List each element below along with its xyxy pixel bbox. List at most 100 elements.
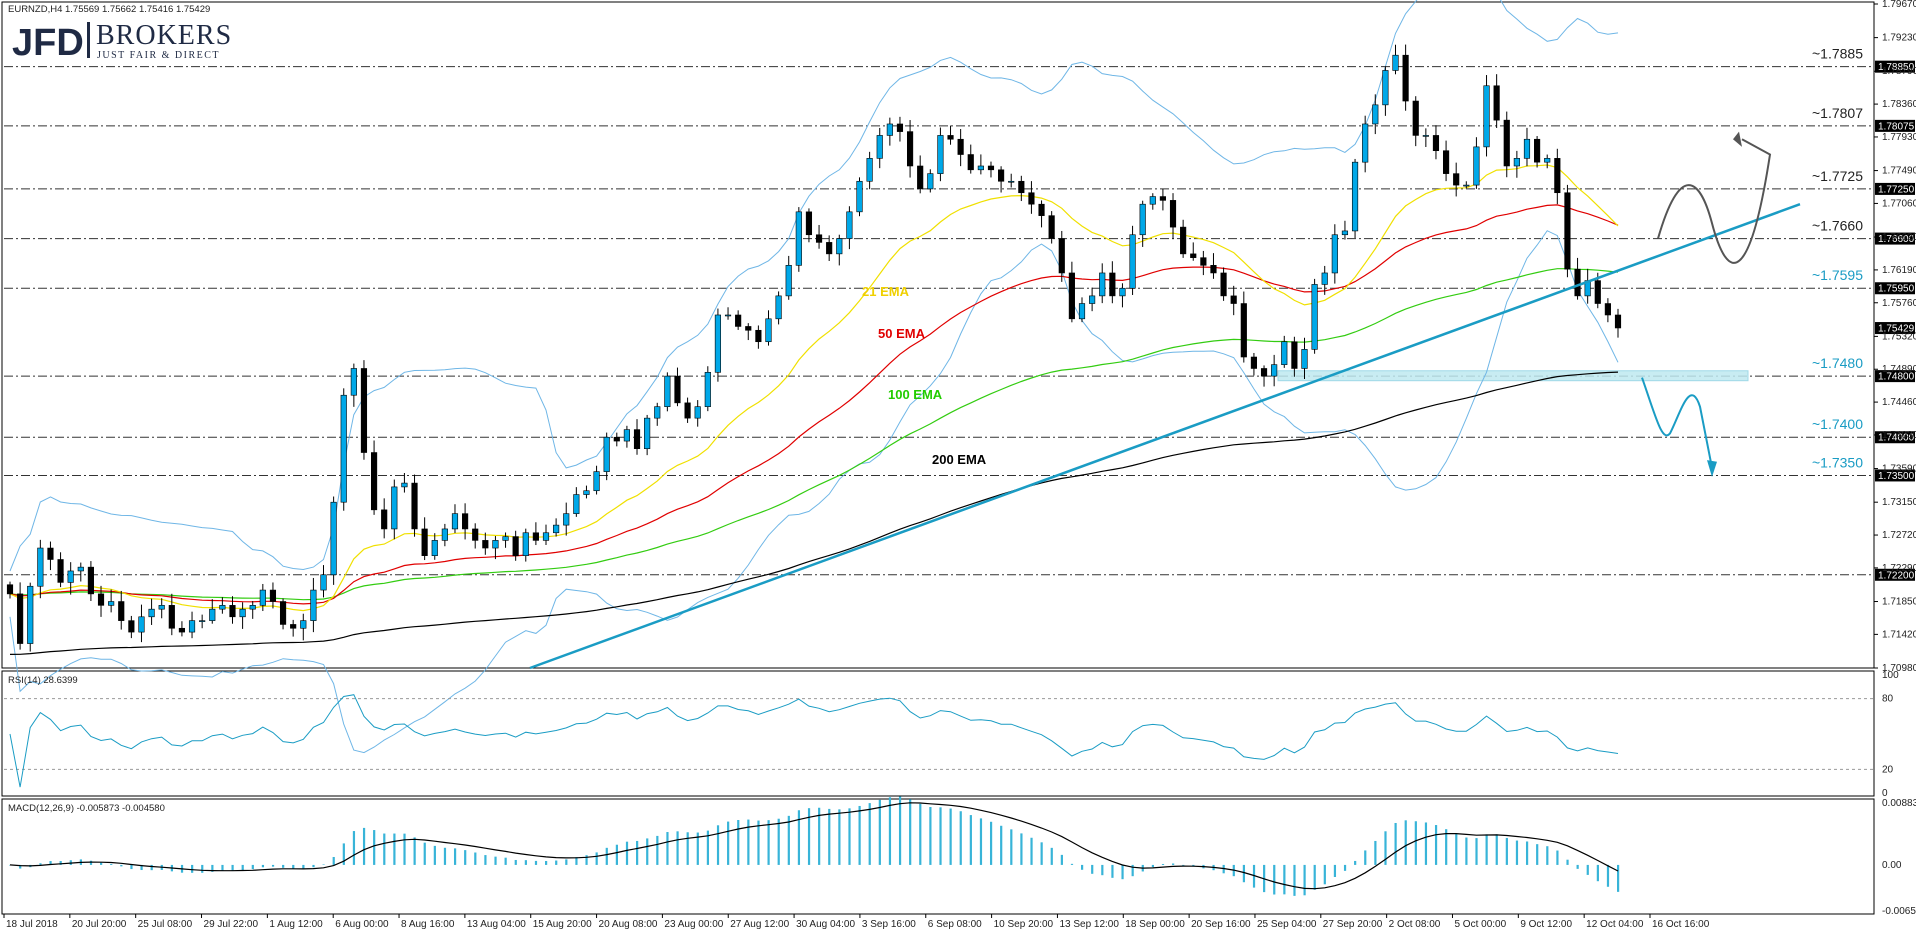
macd-histogram-bar xyxy=(898,796,902,865)
candle xyxy=(229,596,236,624)
macd-histogram-bar xyxy=(261,864,265,868)
candle xyxy=(158,598,165,619)
candle-body xyxy=(158,605,165,610)
level-label: ~1.7350 xyxy=(1812,454,1863,470)
macd-histogram-bar xyxy=(19,864,22,869)
candle-body xyxy=(542,532,550,541)
macd-histogram-bar xyxy=(1485,834,1488,865)
macd-histogram-bar xyxy=(130,864,133,870)
candle-body xyxy=(532,532,539,541)
macd-histogram-bar xyxy=(251,864,254,870)
candle-body xyxy=(441,528,448,541)
candle xyxy=(1230,285,1237,316)
candle xyxy=(613,432,620,447)
candle xyxy=(1038,200,1045,228)
ema-21-line xyxy=(9,164,1619,612)
candle-body xyxy=(1382,70,1389,106)
candle-body xyxy=(27,585,34,644)
price-tick-label: 1.77930 xyxy=(1882,132,1916,143)
price-tick-label: 1.72720 xyxy=(1882,530,1916,541)
candle xyxy=(1099,263,1106,304)
candle xyxy=(1089,287,1096,312)
candle-body xyxy=(472,528,479,541)
candle-body xyxy=(1412,100,1419,136)
bollinger-lower xyxy=(9,230,1619,754)
time-tick-label: 27 Aug 12:00 xyxy=(730,919,789,930)
candle-body xyxy=(856,180,863,213)
macd-histogram-bar xyxy=(777,818,780,865)
candle-body xyxy=(249,605,256,610)
candle xyxy=(1271,354,1278,387)
macd-histogram-bar xyxy=(1576,864,1579,869)
candle-body xyxy=(421,528,428,556)
time-tick-label: 16 Oct 16:00 xyxy=(1652,919,1710,930)
candle xyxy=(148,598,155,625)
macd-histogram-bar xyxy=(292,864,295,869)
candle-body xyxy=(239,608,246,618)
level-tag-bg xyxy=(1875,469,1915,482)
macd-histogram-bar xyxy=(1525,841,1529,865)
candle xyxy=(118,590,125,630)
macd-histogram-bar xyxy=(312,864,315,868)
macd-histogram-bar xyxy=(322,864,325,865)
time-tick-label: 25 Jul 08:00 xyxy=(138,919,193,930)
candle-body xyxy=(269,589,277,602)
level-tag-bg xyxy=(1875,431,1915,444)
candle-body xyxy=(350,368,357,396)
support-zone xyxy=(1277,370,1749,382)
candle-body xyxy=(1614,314,1622,329)
price-tick-label: 1.74890 xyxy=(1882,364,1916,375)
time-tick-label: 13 Sep 12:00 xyxy=(1059,919,1119,930)
macd-histogram-bar xyxy=(575,857,578,865)
time-tick-label: 29 Jul 22:00 xyxy=(204,919,259,930)
candle-body xyxy=(108,601,115,606)
macd-tick-label: 0.008832 xyxy=(1882,798,1916,809)
candle xyxy=(927,169,934,193)
candle-body xyxy=(1442,150,1450,174)
candle xyxy=(1200,250,1207,276)
candle xyxy=(1564,184,1571,278)
candle xyxy=(1250,352,1258,376)
ema-label: 21 EMA xyxy=(862,284,910,299)
candle xyxy=(97,585,105,617)
candle-body xyxy=(664,375,671,407)
candle xyxy=(1220,267,1227,301)
candle xyxy=(755,325,762,349)
candle xyxy=(1240,291,1247,363)
macd-histogram-bar xyxy=(362,827,366,865)
candle xyxy=(1483,75,1490,157)
level-tag: 1.74000 xyxy=(1878,433,1915,444)
rsi-line xyxy=(9,694,1619,788)
candle xyxy=(320,565,327,598)
candle-body xyxy=(947,135,954,140)
macd-histogram-bar xyxy=(1424,822,1428,865)
macd-histogram-bar xyxy=(504,857,507,865)
logo-mark: JFD xyxy=(12,22,84,64)
macd-histogram-bar xyxy=(1465,837,1468,865)
candle xyxy=(249,601,256,619)
macd-histogram-bar xyxy=(1050,847,1053,865)
candle xyxy=(431,533,438,560)
candle-body xyxy=(1513,158,1520,167)
candle-body xyxy=(1574,268,1581,297)
level-label: ~1.7480 xyxy=(1812,355,1863,371)
candle-body xyxy=(1523,138,1531,159)
logo-divider xyxy=(87,22,90,58)
candle xyxy=(1392,44,1399,75)
candle xyxy=(583,485,590,499)
price-tick-label: 1.74030 xyxy=(1882,430,1916,441)
macd-histogram-bar xyxy=(342,843,345,865)
candle-body xyxy=(37,547,44,587)
candle-body xyxy=(654,406,661,419)
candle xyxy=(209,599,216,624)
macd-histogram-bar xyxy=(1333,864,1337,877)
macd-histogram-bar xyxy=(555,860,558,865)
candle-body xyxy=(391,486,398,530)
time-tick-label: 15 Aug 20:00 xyxy=(533,919,592,930)
candle-body xyxy=(1483,85,1490,148)
macd-histogram-bar xyxy=(1010,829,1013,865)
candle xyxy=(1402,44,1409,111)
candle-body xyxy=(1372,104,1379,125)
macd-histogram-bar xyxy=(807,808,811,865)
